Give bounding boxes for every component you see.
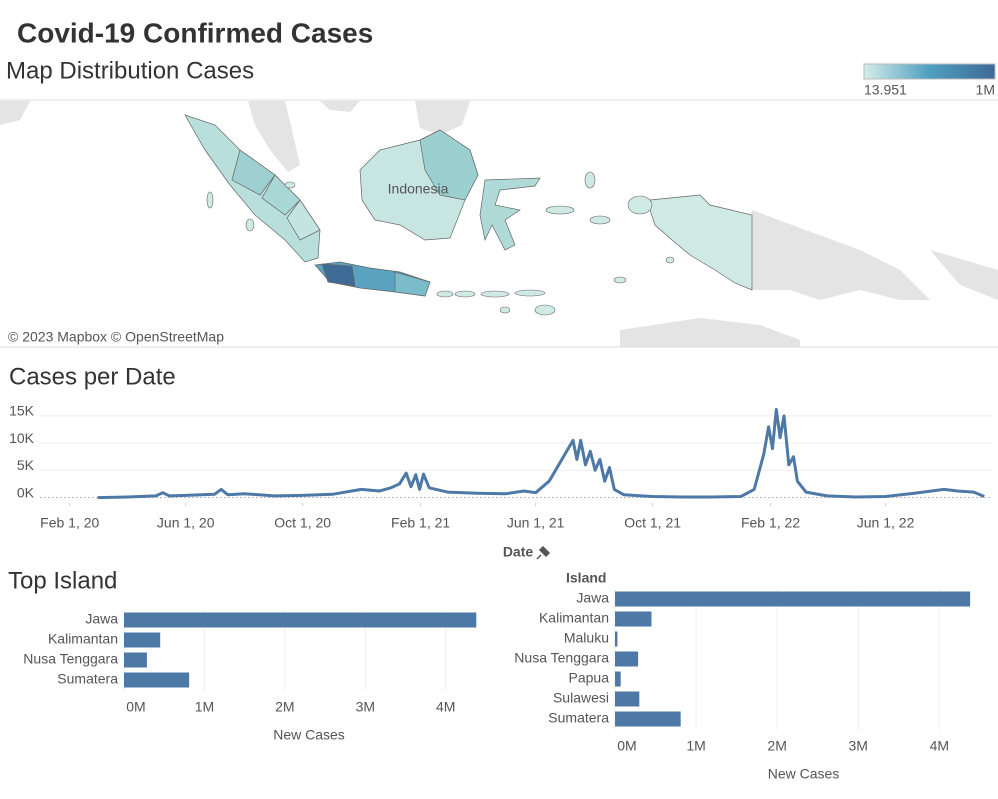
x-tick-label: 0M	[126, 699, 145, 715]
cases-line	[97, 407, 985, 500]
country-label: Indonesia	[388, 181, 449, 197]
neighbor-land	[0, 101, 998, 347]
y-tick-label: 5K	[17, 457, 35, 473]
bar	[124, 672, 190, 688]
x-tick-label: Oct 1, 20	[274, 515, 331, 531]
x-tick-label: 0M	[617, 738, 636, 754]
bar	[615, 671, 621, 687]
x-tick-label: Jun 1, 20	[157, 515, 215, 531]
category-label: Nusa Tenggara	[23, 651, 118, 667]
category-label: Papua	[569, 670, 610, 686]
bar	[124, 652, 147, 668]
provinces	[184, 114, 753, 297]
x-tick-label: 4M	[930, 738, 949, 754]
y-tick-label: 10K	[9, 430, 35, 446]
x-tick-label: 1M	[195, 699, 214, 715]
x-tick-label: Feb 1, 20	[40, 515, 99, 531]
section-title: Top Island	[8, 567, 117, 594]
x-tick-label: Feb 1, 22	[741, 515, 800, 531]
map-title: Map Distribution Cases	[6, 57, 254, 84]
category-label: Jawa	[576, 590, 609, 606]
bar	[124, 632, 161, 648]
bar	[124, 612, 477, 628]
x-tick-label: Feb 1, 21	[391, 515, 450, 531]
x-tick-label: 3M	[848, 738, 867, 754]
bar	[615, 651, 639, 667]
y-axis-label: Island	[566, 570, 606, 586]
x-axis-label: New Cases	[768, 766, 840, 782]
category-label: Kalimantan	[48, 631, 118, 647]
bar	[615, 631, 618, 647]
category-label: Jawa	[85, 611, 118, 627]
x-tick-label: 4M	[436, 699, 455, 715]
legend-gradient	[863, 63, 996, 80]
x-tick-label: 1M	[686, 738, 705, 754]
x-axis-label: Date	[503, 544, 534, 560]
y-tick-label: 15K	[9, 403, 35, 419]
category-label: Maluku	[564, 630, 609, 646]
bar	[615, 591, 971, 607]
pin-icon	[536, 545, 551, 560]
map: Indonesia © 2023 Mapbox © OpenStreetMap	[0, 101, 998, 347]
legend-max: 1M	[976, 82, 995, 98]
x-tick-label: Jun 1, 21	[507, 515, 565, 531]
x-axis-label: New Cases	[273, 727, 345, 743]
x-tick-label: 2M	[275, 699, 294, 715]
x-tick-label: 3M	[356, 699, 375, 715]
legend-min: 13.951	[864, 82, 907, 98]
x-tick-label: Jun 1, 22	[857, 515, 915, 531]
category-label: Sulawesi	[553, 690, 609, 706]
small-islands	[206, 171, 675, 316]
section-title: Cases per Date	[9, 363, 176, 390]
map-attribution: © 2023 Mapbox © OpenStreetMap	[8, 329, 224, 345]
category-label: Kalimantan	[539, 610, 609, 626]
dashboard-title: Covid-19 Confirmed Cases	[17, 17, 373, 48]
x-tick-label: Oct 1, 21	[624, 515, 681, 531]
category-label: Nusa Tenggara	[514, 650, 609, 666]
category-label: Sumatera	[548, 710, 609, 726]
bar	[615, 691, 640, 707]
x-tick-label: 2M	[767, 738, 786, 754]
y-tick-label: 0K	[17, 484, 35, 500]
bar	[615, 711, 681, 727]
bar	[615, 611, 652, 627]
category-label: Sumatera	[57, 671, 118, 687]
